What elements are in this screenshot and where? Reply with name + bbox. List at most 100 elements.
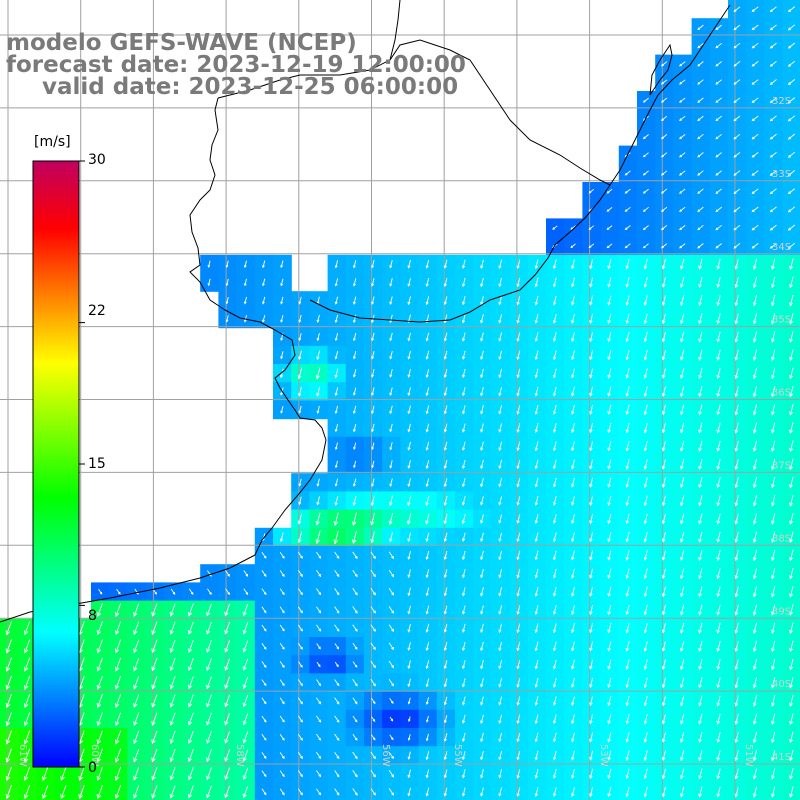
wind-arrow [624, 188, 631, 194]
wind-arrow [114, 748, 122, 763]
wind-arrow [787, 151, 796, 158]
wind-arrow [534, 732, 539, 743]
wind-arrow [461, 732, 466, 743]
wind-arrow [280, 314, 284, 323]
wind-arrow [516, 605, 521, 615]
wind-arrow [643, 531, 648, 543]
wind-arrow [407, 716, 411, 723]
wind-arrow [680, 768, 685, 780]
wind-arrow [643, 422, 648, 434]
wind-arrow [534, 532, 539, 543]
wind-arrow [734, 677, 739, 689]
wind-arrow [534, 623, 539, 634]
wind-arrow [715, 115, 722, 122]
wind-arrow [769, 97, 777, 104]
wind-arrow [353, 442, 357, 451]
wind-speed-cell [254, 782, 274, 800]
wind-arrow [752, 349, 758, 362]
wind-arrow [571, 350, 575, 361]
coastline-south-america [0, 97, 327, 623]
wind-arrow [698, 422, 703, 434]
wind-arrow [643, 258, 648, 270]
wind-arrow [698, 458, 703, 471]
wind-arrow [643, 368, 648, 379]
wind-arrow [680, 368, 685, 379]
wind-arrow [316, 733, 322, 741]
wind-arrow [734, 604, 739, 616]
longitude-label: 58W [234, 744, 245, 767]
wind-arrow [734, 404, 739, 416]
wind-arrow [297, 679, 303, 687]
wind-arrow [789, 458, 794, 471]
wind-arrow [425, 441, 430, 451]
wind-arrow [716, 331, 721, 343]
wind-arrow [734, 531, 739, 543]
wind-arrow [114, 639, 122, 654]
wind-arrow [552, 368, 557, 379]
wind-arrow [480, 623, 484, 634]
wind-arrow [571, 677, 575, 688]
wind-arrow [133, 639, 140, 654]
wind-arrow [625, 259, 630, 270]
latitude-label: 39S [772, 606, 791, 617]
wind-arrow [607, 513, 612, 525]
wind-arrow [516, 550, 521, 561]
wind-arrow [352, 478, 357, 487]
wind-arrow [589, 368, 594, 379]
wind-arrow [770, 786, 776, 798]
wind-arrow [552, 477, 557, 488]
wind-arrow [552, 277, 557, 288]
wind-arrow [443, 550, 448, 560]
wind-arrow [589, 513, 594, 525]
wind-arrow [461, 514, 466, 525]
wind-arrow [169, 767, 176, 781]
wind-arrow [571, 332, 575, 343]
wind-arrow [206, 640, 212, 653]
wind-arrow [297, 715, 303, 723]
wind-arrow [534, 259, 539, 270]
wind-arrow [407, 278, 411, 287]
longitude-label: 60W [89, 744, 100, 767]
latitude-label: 34S [772, 242, 791, 253]
wind-arrow [279, 752, 285, 759]
wind-arrow [262, 296, 266, 305]
wind-arrow [752, 367, 758, 380]
wind-arrow [133, 694, 140, 708]
wind-arrow [133, 676, 140, 690]
wind-arrow [225, 278, 229, 287]
wind-arrow [425, 259, 430, 269]
wind-arrow [352, 495, 357, 507]
wind-arrow [352, 423, 357, 433]
wind-arrow [407, 660, 411, 670]
wind-arrow [589, 331, 594, 343]
wind-arrow [697, 243, 704, 249]
wind-arrow [625, 477, 630, 488]
wind-arrow [697, 42, 704, 49]
wind-arrow [407, 769, 411, 779]
wind-arrow [206, 694, 212, 708]
wind-arrow [734, 313, 739, 325]
wind-arrow [5, 730, 12, 745]
wind-arrow [534, 568, 539, 579]
wind-arrow [661, 659, 666, 671]
wind-arrow [151, 694, 158, 708]
wind-arrow [534, 586, 539, 597]
wind-arrow [789, 331, 794, 343]
wind-arrow [389, 369, 393, 378]
wind-arrow [715, 97, 722, 103]
wind-arrow [643, 295, 648, 307]
wind-arrow [660, 170, 668, 176]
wind-arrow [516, 259, 521, 270]
wind-arrow [516, 678, 521, 688]
wind-arrow [680, 477, 685, 489]
wind-arrow [734, 586, 739, 598]
wind-arrow [351, 530, 357, 545]
wind-arrow [734, 513, 739, 525]
longitude-label: 61W [17, 744, 28, 767]
wind-arrow [169, 603, 176, 617]
wind-arrow [770, 695, 776, 707]
wind-arrow [607, 568, 612, 579]
wind-arrow [370, 770, 376, 778]
wind-arrow [643, 313, 648, 325]
wind-arrow [698, 367, 703, 380]
